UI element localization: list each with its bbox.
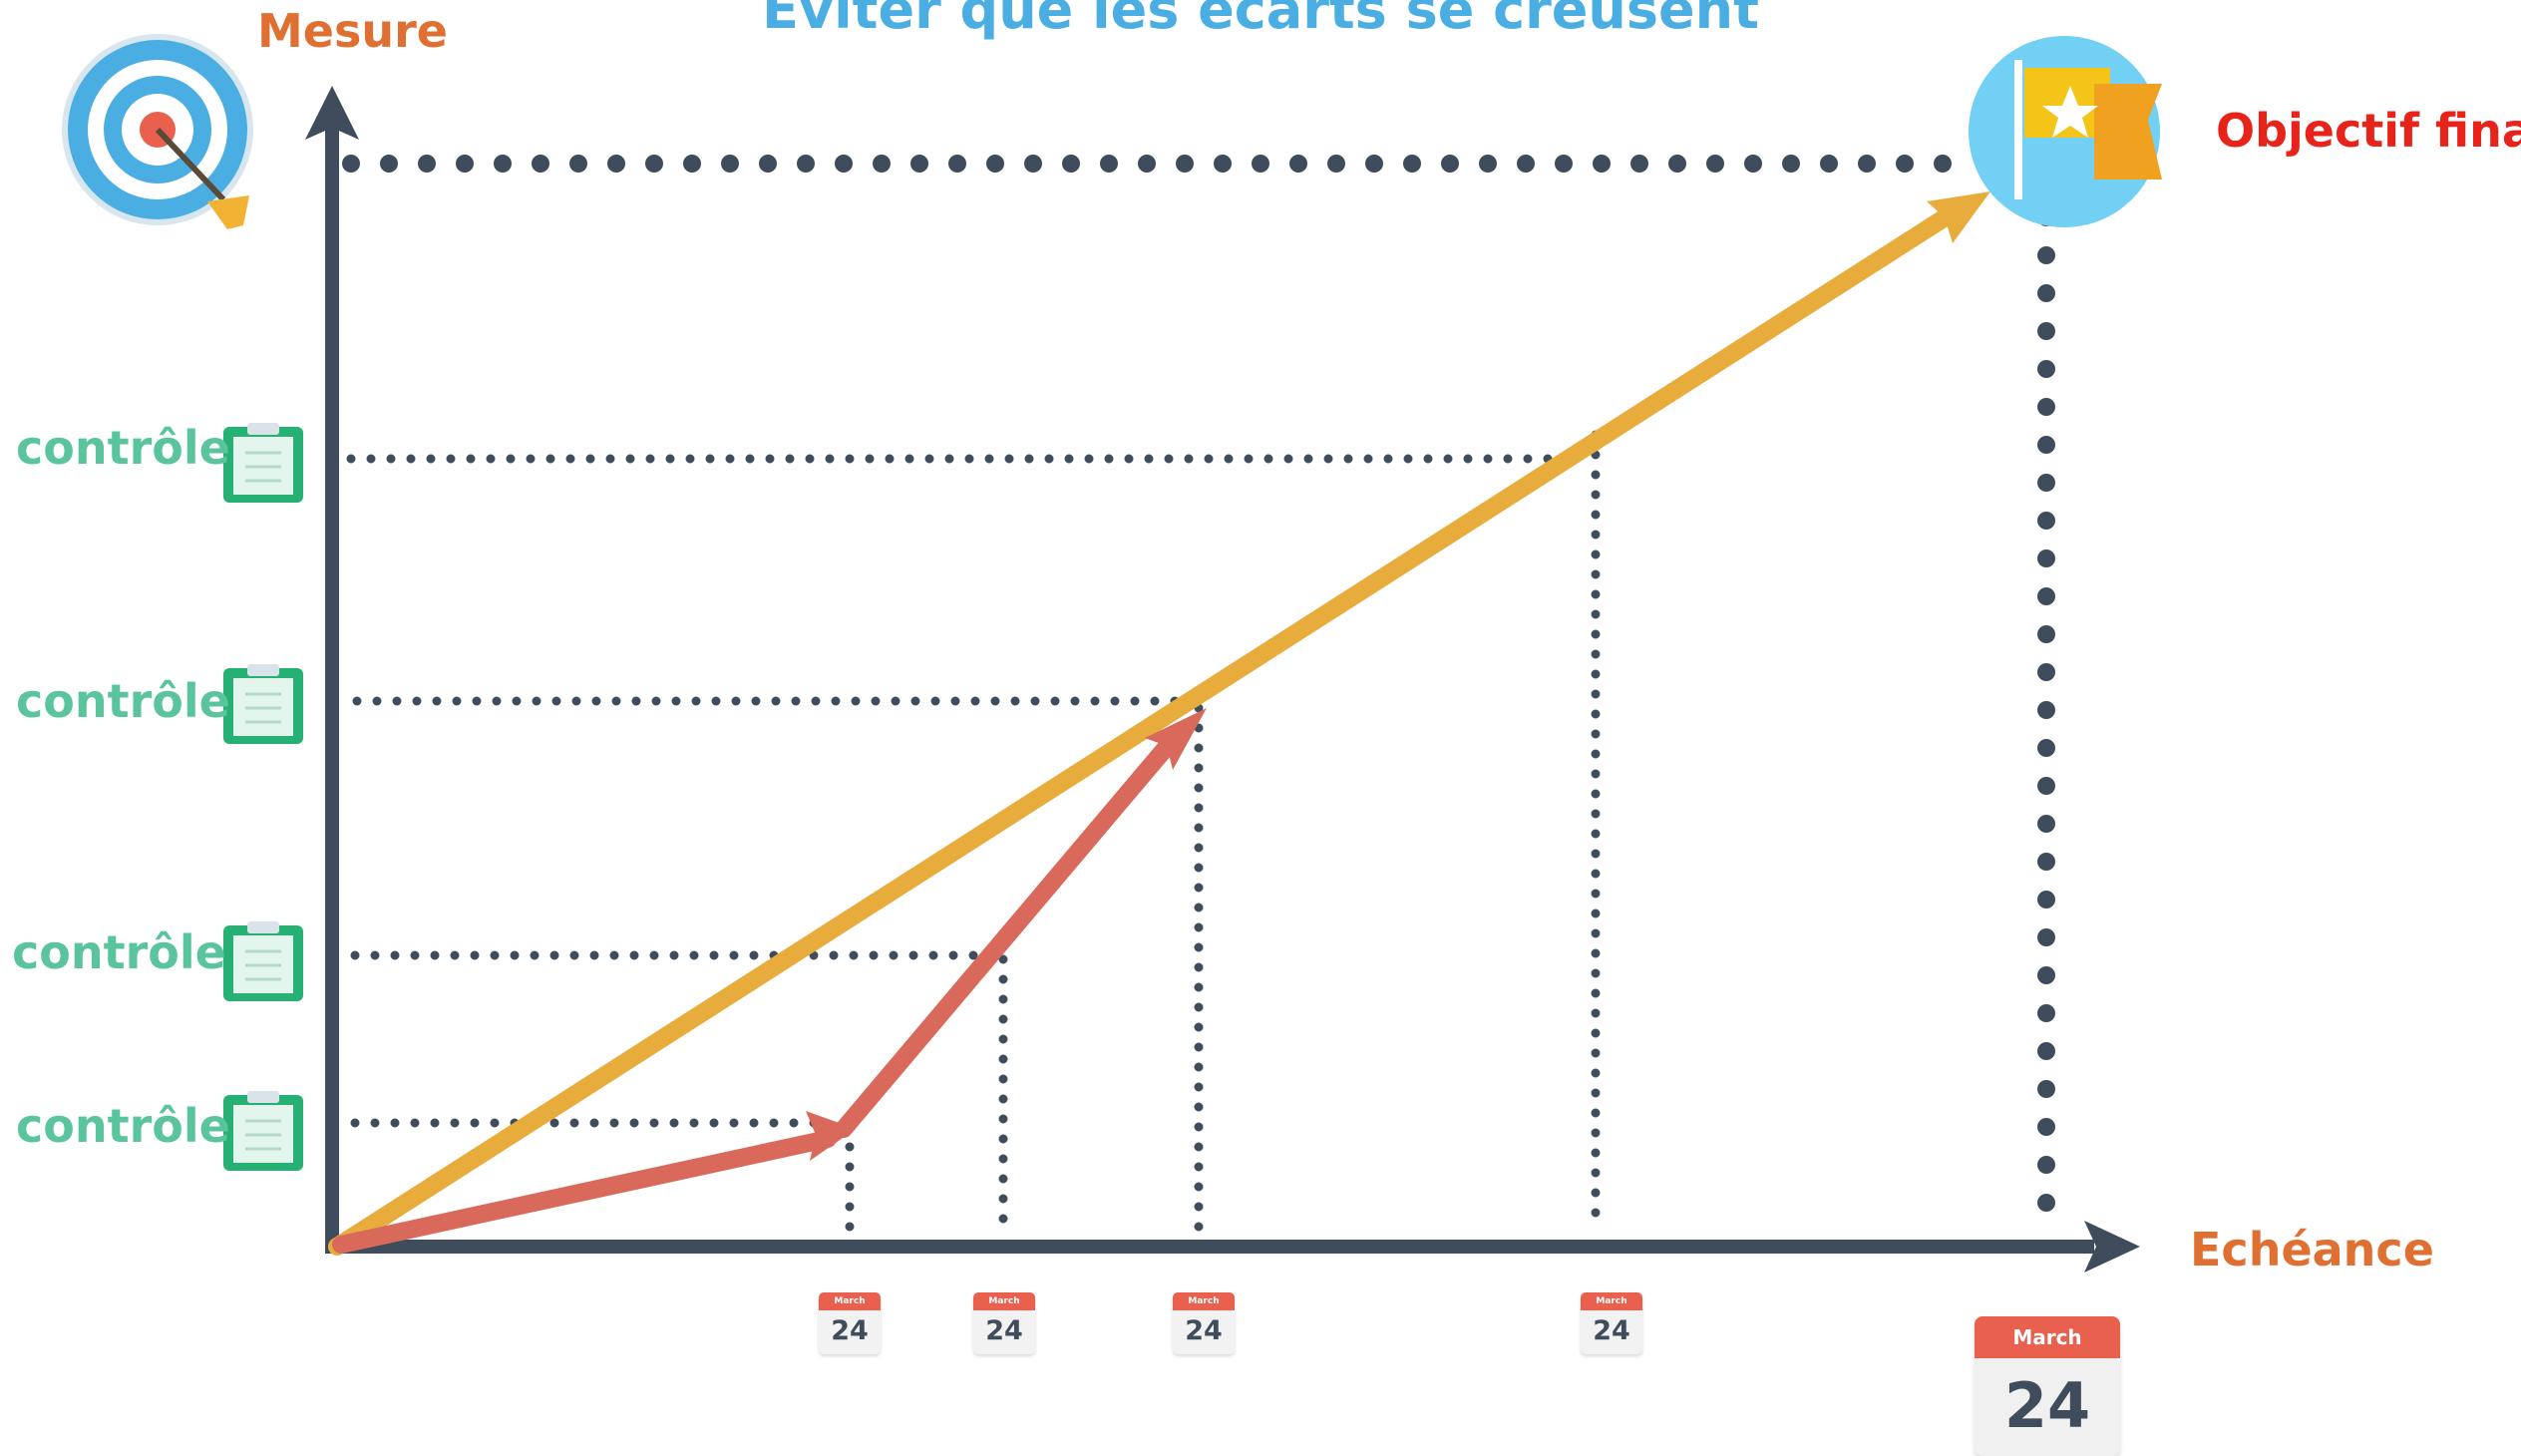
calendar-month: March xyxy=(973,1292,1035,1310)
y-axis-arrowhead xyxy=(305,86,359,140)
actual-arrowhead-2 xyxy=(1145,708,1207,770)
actual-segment-1 xyxy=(332,1130,837,1254)
x-axis-label: Echéance xyxy=(2190,1223,2434,1276)
checkpoint-label: contrôle xyxy=(16,1099,230,1153)
guide-lines xyxy=(342,155,2055,1242)
calendar-day: 24 xyxy=(2003,1369,2091,1442)
clipboard-icon xyxy=(223,921,303,1001)
actual-arrowhead-1 xyxy=(806,1111,856,1161)
planned-trajectory xyxy=(328,191,1990,1256)
goal-label: Objectif final xyxy=(2216,104,2521,158)
actual-trajectory xyxy=(332,733,1180,1254)
planned-arrowhead xyxy=(1927,191,1990,243)
checkpoint-label: contrôle xyxy=(16,674,230,728)
clipboard-icon xyxy=(223,423,303,503)
clipboard-icon xyxy=(223,664,303,744)
diagram-title: Eviter que les écarts se creusent xyxy=(762,0,1759,41)
calendar-icon: March 24 xyxy=(819,1292,881,1354)
calendar-icon: March 24 xyxy=(973,1292,1035,1354)
flag-icon xyxy=(1969,36,2162,227)
calendar-icon: March 24 xyxy=(1581,1292,1642,1354)
calendar-icon: March 24 xyxy=(1173,1292,1235,1354)
calendar-day: 24 xyxy=(1593,1315,1630,1346)
target-icon xyxy=(62,34,253,229)
calendar-month: March xyxy=(1975,1316,2120,1358)
x-axis-arrowhead xyxy=(2084,1221,2140,1273)
calendar-icon: March 24 xyxy=(1975,1316,2120,1456)
calendar-day: 24 xyxy=(985,1315,1023,1346)
calendar-month: March xyxy=(1581,1292,1642,1310)
calendar-day: 24 xyxy=(1185,1315,1223,1346)
checkpoint-label: contrôle xyxy=(12,925,226,979)
y-axis-label: Mesure xyxy=(257,4,448,58)
calendar-day: 24 xyxy=(831,1315,869,1346)
clipboard-icon xyxy=(223,1091,303,1171)
calendar-month: March xyxy=(1173,1292,1235,1310)
calendar-month: March xyxy=(819,1292,881,1310)
planned-line xyxy=(328,202,1964,1256)
checkpoint-label: contrôle xyxy=(16,421,230,475)
axes xyxy=(305,86,2140,1273)
actual-segment-2 xyxy=(835,733,1180,1138)
